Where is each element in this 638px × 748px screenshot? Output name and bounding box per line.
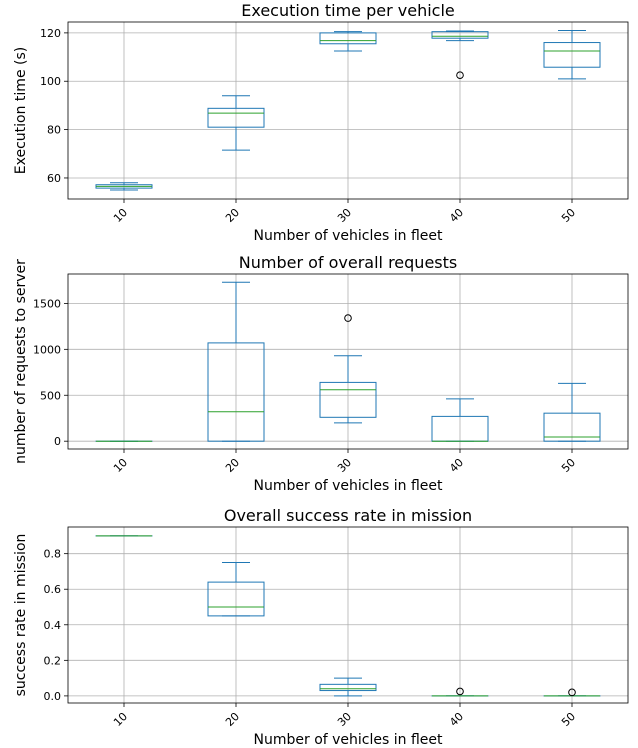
x-tick-label: 20 — [223, 710, 242, 729]
iqr-box — [207, 342, 265, 442]
box-30 — [319, 677, 377, 697]
x-tick-label: 50 — [559, 206, 578, 225]
y-tick-label: 500 — [40, 389, 61, 402]
x-axis-label: Number of vehicles in fleet — [254, 228, 443, 244]
x-tick-label: 10 — [111, 456, 130, 475]
iqr-box — [543, 42, 601, 68]
x-tick-label: 20 — [223, 456, 242, 475]
x-tick-label: 30 — [335, 710, 354, 729]
outlier-point — [568, 688, 576, 697]
y-axis-label: number of requests to server — [13, 259, 29, 464]
y-axis-label: success rate in mission — [13, 534, 29, 697]
x-axis-label: Number of vehicles in fleet — [254, 478, 443, 494]
y-tick-label: 120 — [40, 27, 61, 40]
box-10 — [95, 182, 153, 191]
y-tick-label: 0.0 — [44, 690, 62, 703]
box-30 — [319, 31, 377, 52]
subplot-2: 0 500 1000 1500 10 20 30 40 50 Number of overall … — [13, 253, 629, 494]
box-20 — [207, 562, 265, 617]
iqr-box — [207, 581, 265, 617]
x-tick-label: 50 — [559, 710, 578, 729]
box-50 — [543, 29, 601, 80]
x-tick-label: 30 — [335, 206, 354, 225]
box-30 — [319, 314, 377, 424]
y-tick-label: 0.2 — [44, 654, 62, 667]
y-tick-label: 60 — [47, 172, 61, 185]
x-tick-label: 40 — [447, 710, 466, 729]
iqr-box — [319, 381, 377, 418]
subplot-3: 0.0 0.2 0.4 0.6 0.8 10 20 30 40 50 Overall success… — [13, 506, 629, 748]
outlier-point — [456, 71, 464, 79]
iqr-box — [319, 32, 377, 45]
outlier-point — [344, 314, 352, 322]
iqr-box — [207, 107, 265, 128]
y-tick-label: 0.6 — [44, 583, 62, 596]
box-40 — [431, 30, 489, 79]
box-40 — [431, 687, 489, 697]
x-tick-label: 40 — [447, 206, 466, 225]
y-tick-label: 1500 — [33, 297, 61, 310]
y-tick-label: 100 — [40, 75, 61, 88]
box-50 — [543, 688, 601, 697]
chart-title: Overall success rate in mission — [224, 506, 472, 525]
x-axis-label: Number of vehicles in fleet — [254, 732, 443, 748]
chart-title: Execution time per vehicle — [241, 1, 454, 20]
x-tick-label: 30 — [335, 456, 354, 475]
box-20 — [207, 95, 265, 151]
y-tick-label: 0.4 — [44, 619, 62, 632]
y-tick-label: 0.8 — [44, 548, 62, 561]
x-tick-label: 20 — [223, 206, 242, 225]
box-20 — [207, 281, 265, 442]
box-40 — [431, 398, 489, 442]
iqr-box — [543, 412, 601, 442]
iqr-box — [431, 31, 489, 39]
iqr-box — [319, 683, 377, 692]
y-tick-label: 0 — [54, 435, 61, 448]
x-tick-label: 40 — [447, 456, 466, 475]
chart-title: Number of overall requests — [239, 253, 457, 272]
outlier-point — [456, 687, 464, 696]
subplot-1: 60 80 100 120 10 20 30 40 50 Execution time per v… — [13, 1, 629, 244]
x-tick-label: 50 — [559, 456, 578, 475]
box-50 — [543, 382, 601, 442]
y-axis-label: Execution time (s) — [13, 47, 29, 174]
x-tick-label: 10 — [111, 710, 130, 729]
y-tick-label: 80 — [47, 124, 61, 137]
y-tick-label: 1000 — [33, 343, 61, 356]
x-tick-label: 10 — [111, 206, 130, 225]
